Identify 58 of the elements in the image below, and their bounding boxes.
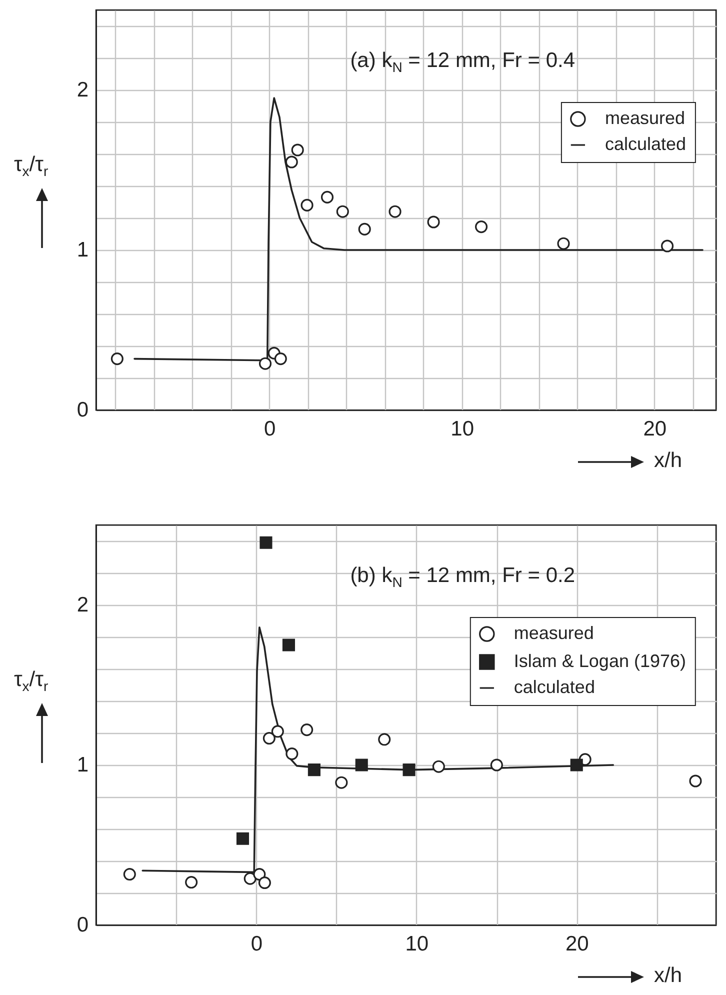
point bbox=[286, 748, 298, 760]
point bbox=[260, 536, 272, 549]
point bbox=[570, 758, 583, 772]
point bbox=[258, 876, 271, 890]
y-tick-label: 1 bbox=[76, 238, 88, 262]
point bbox=[262, 732, 276, 745]
point bbox=[110, 352, 124, 366]
point bbox=[388, 205, 402, 218]
point bbox=[244, 872, 256, 885]
point bbox=[689, 774, 702, 788]
point bbox=[427, 216, 440, 228]
x-tick-label: 10 bbox=[405, 932, 429, 956]
point bbox=[271, 725, 284, 738]
y-tick-label: 0 bbox=[76, 914, 88, 936]
x-tick-label: 10 bbox=[450, 418, 474, 440]
point bbox=[557, 237, 570, 250]
point bbox=[308, 764, 320, 776]
legend-label: calculated bbox=[514, 677, 595, 697]
point bbox=[236, 832, 250, 845]
annotation: (b) k$_{N}$ = 12 mm, Fr = 0.2 bbox=[350, 564, 576, 590]
x-tick-label: 0 bbox=[264, 418, 276, 440]
x-tick-label: 0 bbox=[250, 932, 263, 956]
point bbox=[300, 198, 314, 212]
point bbox=[253, 868, 266, 881]
point bbox=[335, 776, 348, 789]
y-axis-title: τ$_{x}$/τ$_{r}$ bbox=[14, 668, 48, 694]
point bbox=[475, 220, 488, 234]
point bbox=[490, 758, 503, 772]
point bbox=[432, 760, 445, 773]
point bbox=[378, 733, 391, 746]
y-axis-title: τ$_{x}$/τ$_{r}$ bbox=[14, 153, 48, 180]
legend-label: Islam & Logan (1976) bbox=[514, 651, 686, 671]
point bbox=[285, 156, 298, 168]
annotation: (a) k$_{N}$ = 12 mm, Fr = 0.4 bbox=[350, 49, 576, 76]
x-tick-label: 20 bbox=[643, 418, 667, 440]
point bbox=[300, 724, 314, 736]
point bbox=[123, 868, 136, 881]
legend-label: measured bbox=[514, 623, 594, 643]
legend-label: calculated bbox=[604, 134, 686, 154]
x-axis-title: x/h bbox=[654, 449, 682, 472]
point bbox=[336, 205, 349, 218]
y-tick-label: 1 bbox=[76, 754, 88, 776]
point bbox=[291, 144, 304, 156]
point bbox=[282, 638, 296, 652]
point bbox=[274, 352, 287, 366]
y-tick-label: 2 bbox=[76, 78, 88, 102]
point bbox=[355, 758, 368, 772]
legend-label: measured bbox=[604, 108, 685, 128]
point bbox=[402, 764, 416, 776]
x-tick-label: 20 bbox=[565, 932, 589, 956]
x-axis-title: x/h bbox=[654, 964, 682, 987]
point bbox=[661, 240, 674, 252]
point bbox=[258, 357, 272, 370]
point bbox=[185, 876, 198, 889]
point bbox=[358, 222, 371, 236]
y-tick-label: 2 bbox=[76, 594, 88, 616]
point bbox=[320, 190, 334, 204]
y-tick-label: 0 bbox=[76, 398, 88, 422]
